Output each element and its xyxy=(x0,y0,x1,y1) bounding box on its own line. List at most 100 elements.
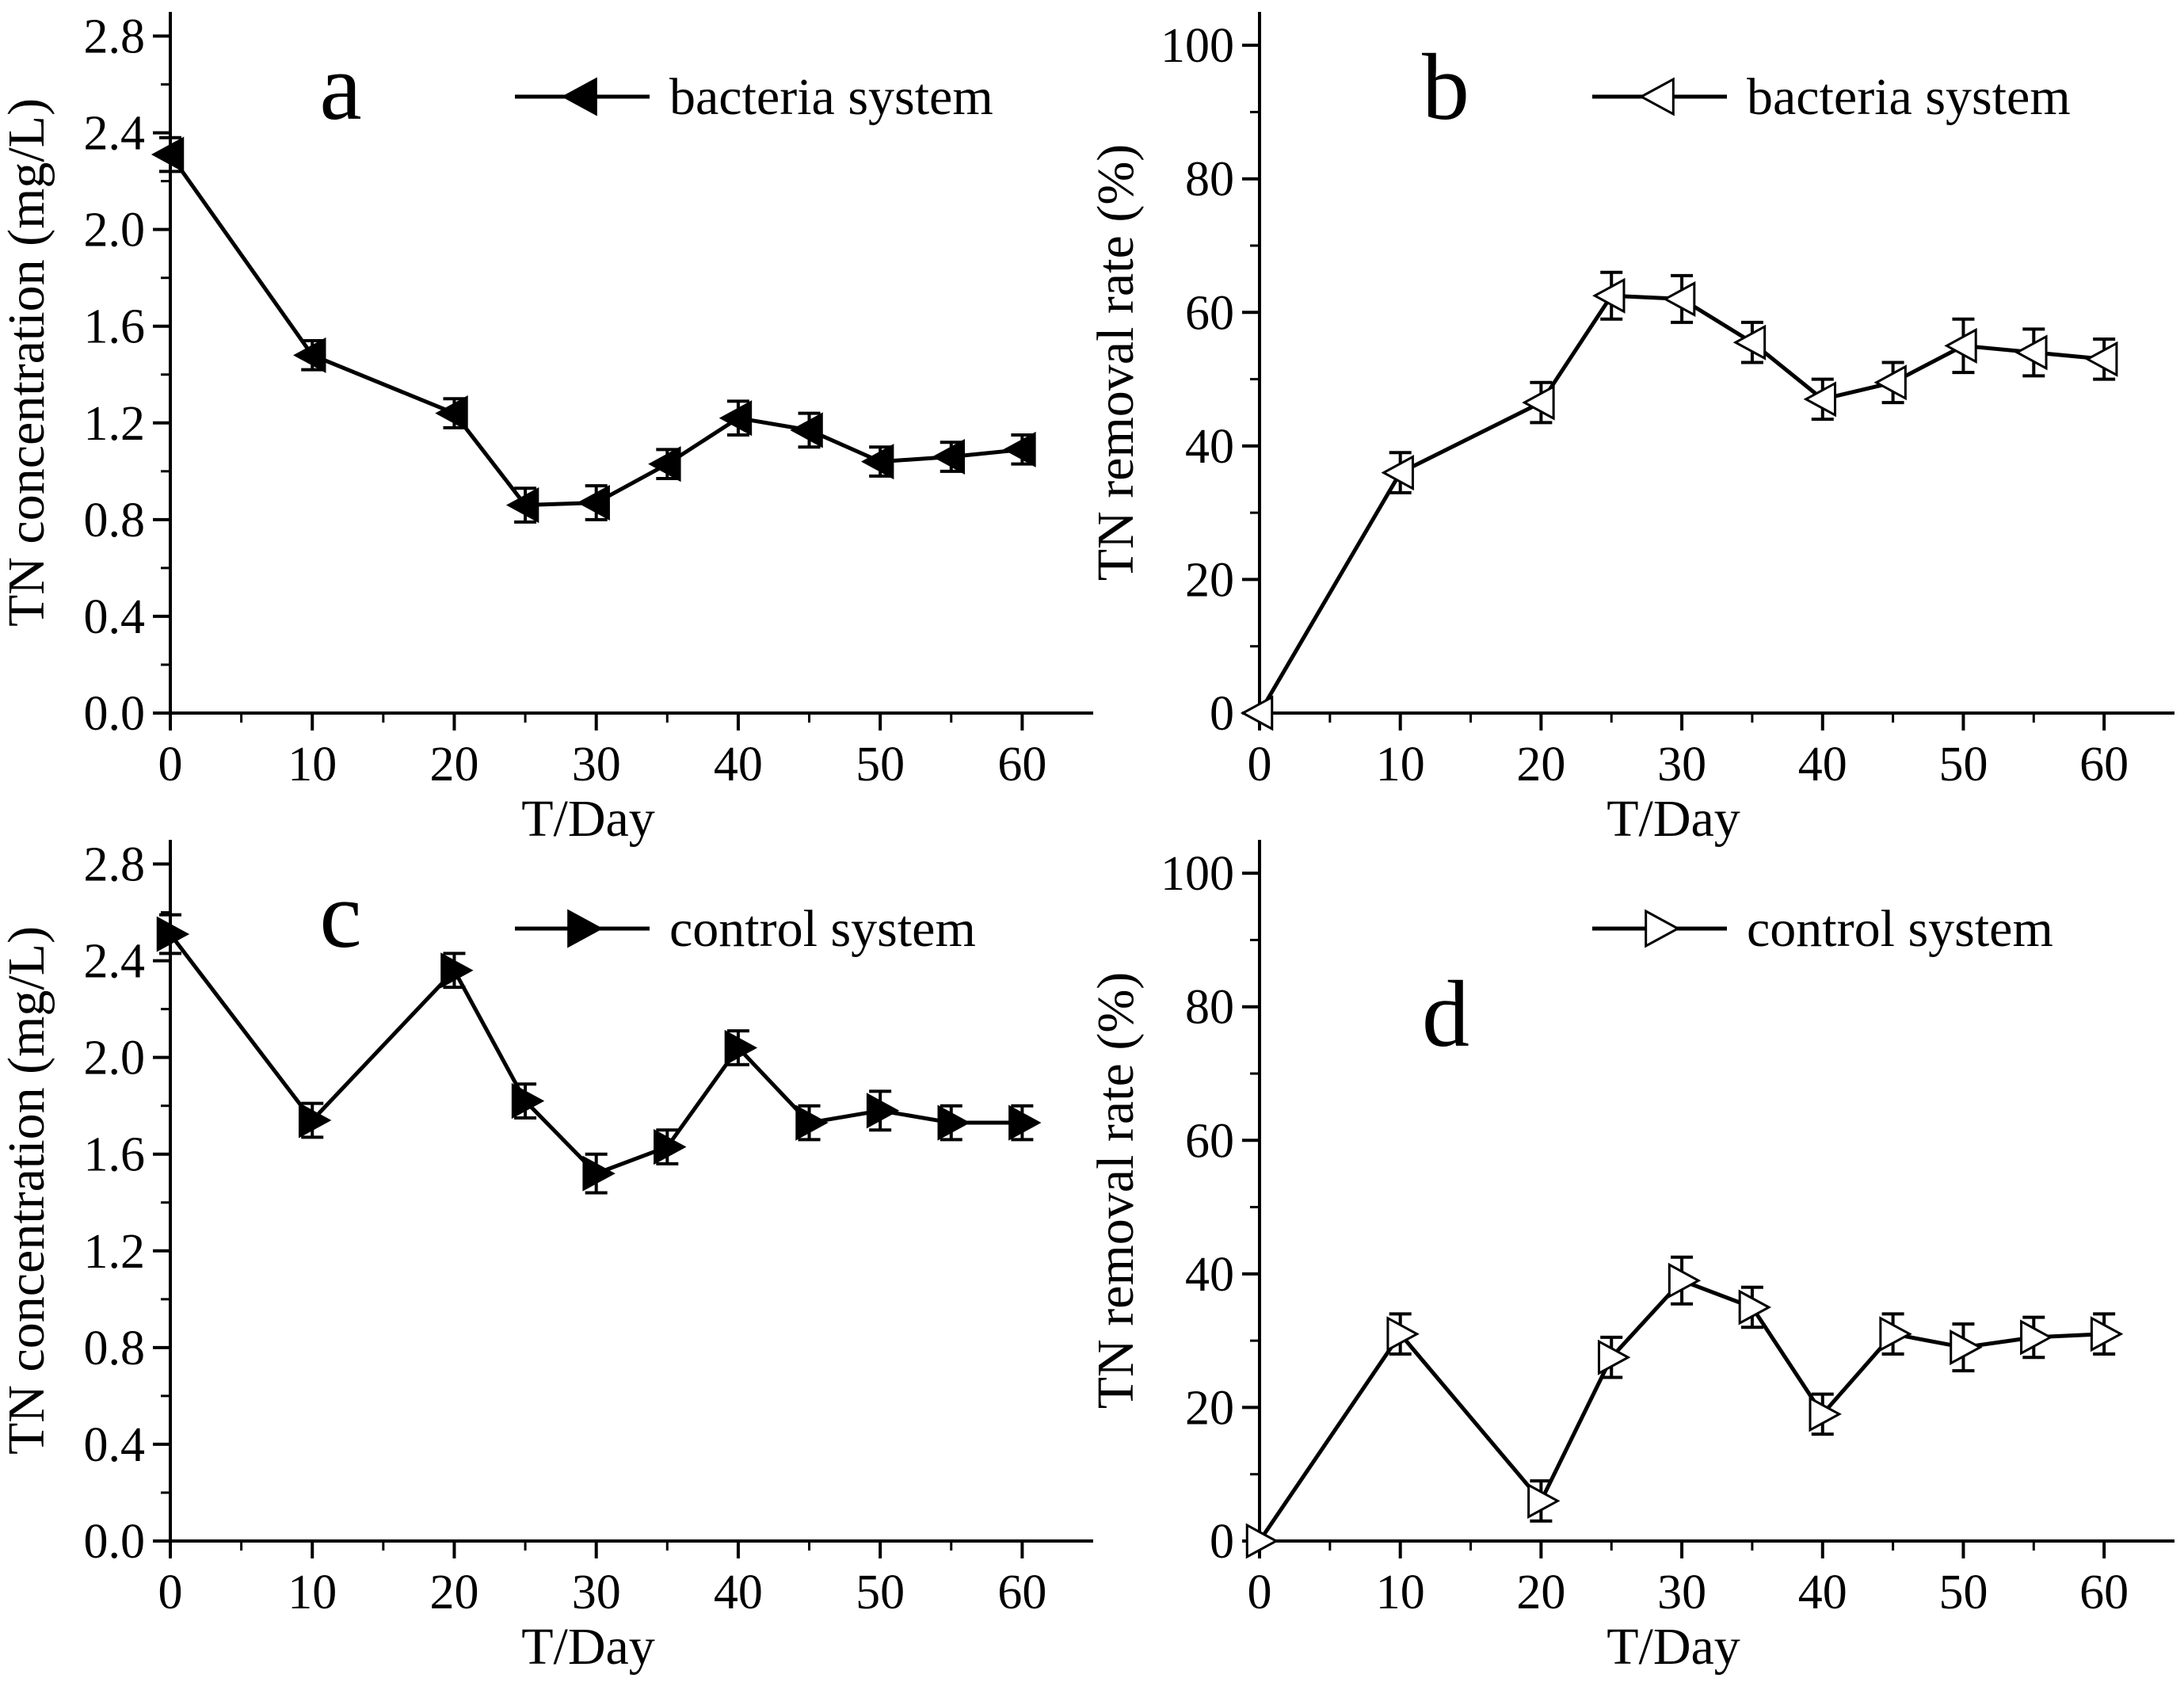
x-tick-label: 40 xyxy=(1798,1566,1847,1619)
legend-marker xyxy=(1638,77,1675,116)
data-point xyxy=(1527,1482,1561,1519)
y-tick-label: 2.0 xyxy=(84,204,146,257)
data-point xyxy=(2090,1316,2124,1352)
y-tick-label: 0.8 xyxy=(84,494,146,547)
y-tick-label: 0.4 xyxy=(84,590,146,644)
y-tick-label: 0.0 xyxy=(84,1515,146,1569)
chart-panel-c: 0 10 20 30 40 50 60 T/Day 0.0 0.4 0.8 1.2 1.6 2.0 2.4 2… xyxy=(0,838,1093,1676)
data-point xyxy=(1008,1104,1042,1141)
data-point xyxy=(718,400,753,437)
y-tick-label: 1.6 xyxy=(84,1128,146,1182)
y-axis-title: TN concentration (mg/L) xyxy=(0,98,55,627)
data-point xyxy=(1873,364,1907,401)
data-point xyxy=(1732,324,1767,360)
data-point xyxy=(648,446,681,483)
y-tick-label: 1.6 xyxy=(84,300,146,354)
y-tick-label: 60 xyxy=(1185,1114,1234,1168)
y-tick-label: 2.4 xyxy=(84,935,146,989)
data-point xyxy=(1668,1262,1702,1299)
y-tick-label: 0.4 xyxy=(84,1418,146,1472)
x-tick-label: 30 xyxy=(1657,1566,1706,1619)
legend-label: bacteria system xyxy=(1747,68,2071,126)
y-tick-label: 40 xyxy=(1185,1248,1234,1302)
y-tick-label: 100 xyxy=(1161,19,1234,73)
data-point xyxy=(1592,277,1626,314)
y-axis-title: TN removal rate (%) xyxy=(1087,972,1145,1409)
x-tick-label: 50 xyxy=(1938,1566,1988,1619)
data-point xyxy=(1386,1316,1420,1352)
data-point xyxy=(1950,1329,1983,1366)
data-point xyxy=(1240,695,1274,731)
data-point xyxy=(298,1102,332,1139)
panel-letter: a xyxy=(319,34,361,139)
y-tick-label: 2.0 xyxy=(84,1032,146,1085)
y-tick-label: 80 xyxy=(1185,981,1234,1035)
y-tick-label: 0 xyxy=(1210,687,1234,741)
legend-label: bacteria system xyxy=(669,68,993,126)
data-point xyxy=(866,1093,900,1129)
data-point xyxy=(654,1129,687,1165)
data-point xyxy=(1597,1339,1631,1375)
data-point xyxy=(1522,384,1555,421)
data-point xyxy=(1738,1289,1772,1326)
y-tick-label: 2.4 xyxy=(84,107,146,161)
data-point xyxy=(156,916,190,952)
y-axis-title: TN removal rate (%) xyxy=(1087,144,1145,582)
data-point xyxy=(1381,455,1414,491)
x-tick-label: 10 xyxy=(288,1566,337,1619)
x-axis-title: T/Day xyxy=(1607,1618,1740,1676)
x-tick-label: 60 xyxy=(2079,738,2129,792)
chart-panel-b: 0 10 20 30 40 50 60 T/Day 0 20 40 60 80 100 TN removal… xyxy=(1087,12,2174,848)
x-tick-label: 0 xyxy=(158,738,183,792)
legend-label: control system xyxy=(1747,900,2053,958)
x-axis-title: T/Day xyxy=(521,1618,655,1676)
data-point xyxy=(932,438,966,475)
x-tick-label: 40 xyxy=(714,738,763,792)
x-tick-label: 50 xyxy=(856,738,905,792)
x-tick-label: 20 xyxy=(429,738,478,792)
data-point xyxy=(2014,334,2048,371)
data-point xyxy=(440,952,474,989)
y-tick-label: 20 xyxy=(1185,1381,1234,1435)
y-axis-title: TN concentration (mg/L) xyxy=(0,926,55,1455)
x-tick-label: 60 xyxy=(2079,1566,2129,1619)
y-tick-label: 1.2 xyxy=(84,1225,146,1279)
x-tick-label: 0 xyxy=(1248,738,1272,792)
legend-marker xyxy=(1645,909,1681,948)
data-point xyxy=(1809,1396,1842,1432)
y-tick-label: 2.8 xyxy=(84,838,146,892)
panel-letter: c xyxy=(319,862,361,967)
data-point xyxy=(2020,1319,2053,1356)
x-tick-label: 40 xyxy=(714,1566,763,1619)
x-tick-label: 60 xyxy=(997,738,1046,792)
x-tick-label: 60 xyxy=(997,1566,1046,1619)
data-point xyxy=(511,1083,545,1120)
panel-letter: b xyxy=(1422,34,1469,139)
data-point xyxy=(293,337,326,373)
y-tick-label: 0.0 xyxy=(84,687,146,741)
data-point xyxy=(151,136,185,173)
data-point xyxy=(790,412,823,448)
y-tick-label: 1.2 xyxy=(84,397,146,451)
data-point xyxy=(724,1029,758,1066)
data-point xyxy=(1003,431,1036,467)
x-axis-title: T/Day xyxy=(1607,790,1740,848)
x-tick-label: 0 xyxy=(158,1566,183,1619)
chart-panel-d: 0 10 20 30 40 50 60 T/Day 0 20 40 60 80 100 TN removal… xyxy=(1087,840,2174,1676)
data-point xyxy=(435,395,468,432)
x-axis-title: T/Day xyxy=(521,790,655,848)
y-tick-label: 2.8 xyxy=(84,10,146,64)
data-point xyxy=(2085,341,2118,377)
chart-panel-a: 0 10 20 30 40 50 60 T/Day 0.0 0.4 0.8 1.2 1.6 2.0 2.4 2… xyxy=(0,10,1093,848)
x-tick-label: 20 xyxy=(429,1566,478,1619)
panel-letter: d xyxy=(1422,961,1469,1066)
x-tick-label: 0 xyxy=(1248,1566,1272,1619)
x-tick-label: 50 xyxy=(1938,738,1988,792)
x-tick-label: 30 xyxy=(572,1566,621,1619)
data-point xyxy=(795,1104,829,1141)
data-point xyxy=(1879,1316,1912,1352)
data-point xyxy=(1245,1523,1279,1559)
x-tick-label: 40 xyxy=(1798,738,1847,792)
x-tick-label: 20 xyxy=(1516,1566,1565,1619)
